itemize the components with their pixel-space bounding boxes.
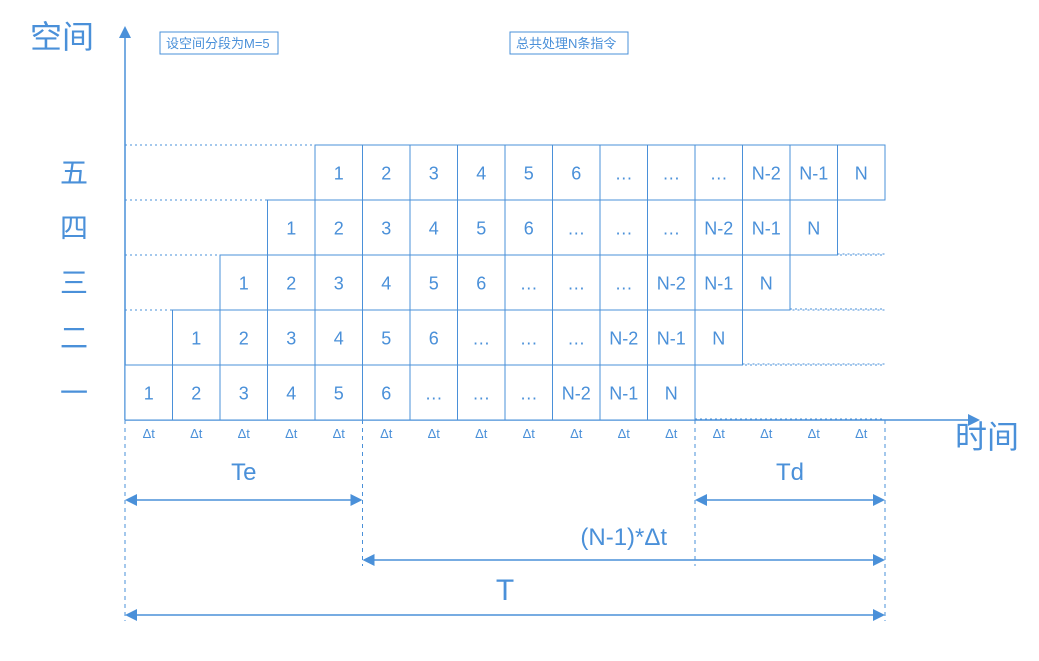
pipeline-cell-label: N-1 [609, 383, 638, 403]
note-text-right: 总共处理N条指令 [516, 36, 616, 51]
delta-label: Δt [855, 426, 868, 441]
pipeline-cell-label: N [665, 383, 678, 403]
delta-label: Δt [665, 426, 678, 441]
pipeline-cell-label: N [712, 328, 725, 348]
note-text-left: 设空间分段为M=5 [166, 36, 270, 51]
pipeline-cell-label: 2 [381, 163, 391, 183]
pipeline-cell-label: 3 [429, 163, 439, 183]
range-label-mid: (N-1)*Δt [580, 524, 667, 551]
pipeline-cell-label: 1 [334, 163, 344, 183]
pipeline-cell-label: 4 [286, 383, 296, 403]
pipeline-cell-label: … [472, 328, 490, 348]
pipeline-cell-label: N-2 [657, 273, 686, 293]
stage-label: 二 [60, 323, 88, 354]
pipeline-cell-label: 1 [144, 383, 154, 403]
pipeline-cell-label: … [567, 273, 585, 293]
pipeline-cell-label: 3 [239, 383, 249, 403]
delta-label: Δt [618, 426, 631, 441]
stage-label: 四 [60, 213, 88, 244]
pipeline-cell-label: N [807, 218, 820, 238]
pipeline-cell-label: N-1 [799, 163, 828, 183]
delta-label: Δt [238, 426, 251, 441]
pipeline-cell-label: 3 [334, 273, 344, 293]
x-axis-label: 时间 [955, 419, 1019, 455]
pipeline-cell-label: 5 [524, 163, 534, 183]
delta-label: Δt [475, 426, 488, 441]
pipeline-cell-label: 3 [286, 328, 296, 348]
delta-label: Δt [570, 426, 583, 441]
pipeline-cell-label: … [710, 163, 728, 183]
pipeline-cell-label: … [472, 383, 490, 403]
pipeline-cell-label: 1 [239, 273, 249, 293]
pipeline-cell-label: 5 [476, 218, 486, 238]
pipeline-cell-label: N-1 [704, 273, 733, 293]
pipeline-cell-label: … [662, 218, 680, 238]
pipeline-cell-label: … [615, 163, 633, 183]
pipeline-cell-label: 2 [239, 328, 249, 348]
pipeline-cell-label: … [567, 328, 585, 348]
pipeline-cell-label: 6 [381, 383, 391, 403]
stage-label: 五 [60, 158, 88, 189]
pipeline-cell-label: 6 [476, 273, 486, 293]
delta-label: Δt [523, 426, 536, 441]
pipeline-cell-label: N [855, 163, 868, 183]
delta-label: Δt [190, 426, 203, 441]
stage-label: 三 [60, 268, 88, 299]
pipeline-cell-label: … [567, 218, 585, 238]
delta-label: Δt [333, 426, 346, 441]
pipeline-cell-label: N-2 [752, 163, 781, 183]
pipeline-cell-label: 3 [381, 218, 391, 238]
pipeline-cell-label: N-2 [609, 328, 638, 348]
pipeline-cell-label: N-2 [562, 383, 591, 403]
pipeline-cell-label: N [760, 273, 773, 293]
range-label-td: Td [776, 459, 804, 486]
pipeline-cell-label: 4 [381, 273, 391, 293]
pipeline-cell-label: … [520, 273, 538, 293]
pipeline-cell-label: 6 [429, 328, 439, 348]
pipeline-cell-label: N-1 [752, 218, 781, 238]
y-axis-label: 空间 [30, 19, 94, 55]
pipeline-cell-label: 1 [191, 328, 201, 348]
pipeline-cell-label: 5 [334, 383, 344, 403]
delta-label: Δt [808, 426, 821, 441]
delta-label: Δt [760, 426, 773, 441]
delta-label: Δt [713, 426, 726, 441]
pipeline-cell-label: … [425, 383, 443, 403]
pipeline-cell-label: 6 [571, 163, 581, 183]
pipeline-cell-label: 6 [524, 218, 534, 238]
pipeline-cell-label: 2 [191, 383, 201, 403]
range-label-te: Te [231, 459, 256, 486]
pipeline-cell-label: 2 [334, 218, 344, 238]
delta-label: Δt [380, 426, 393, 441]
pipeline-cell-label: 5 [429, 273, 439, 293]
pipeline-cell-label: 5 [381, 328, 391, 348]
delta-label: Δt [285, 426, 298, 441]
pipeline-cell-label: … [615, 218, 633, 238]
pipeline-cell-label: 2 [286, 273, 296, 293]
pipeline-cell-label: 1 [286, 218, 296, 238]
pipeline-cell-label: … [520, 328, 538, 348]
delta-label: Δt [428, 426, 441, 441]
delta-label: Δt [143, 426, 156, 441]
pipeline-cell-label: 4 [334, 328, 344, 348]
pipeline-cell-label: … [662, 163, 680, 183]
pipeline-cell-label: N-1 [657, 328, 686, 348]
stage-label: 一 [60, 378, 88, 409]
pipeline-cell-label: 4 [476, 163, 486, 183]
pipeline-cell-label: … [615, 273, 633, 293]
pipeline-cell-label: … [520, 383, 538, 403]
range-label-t: T [496, 574, 514, 607]
pipeline-cell-label: N-2 [704, 218, 733, 238]
pipeline-cell-label: 4 [429, 218, 439, 238]
